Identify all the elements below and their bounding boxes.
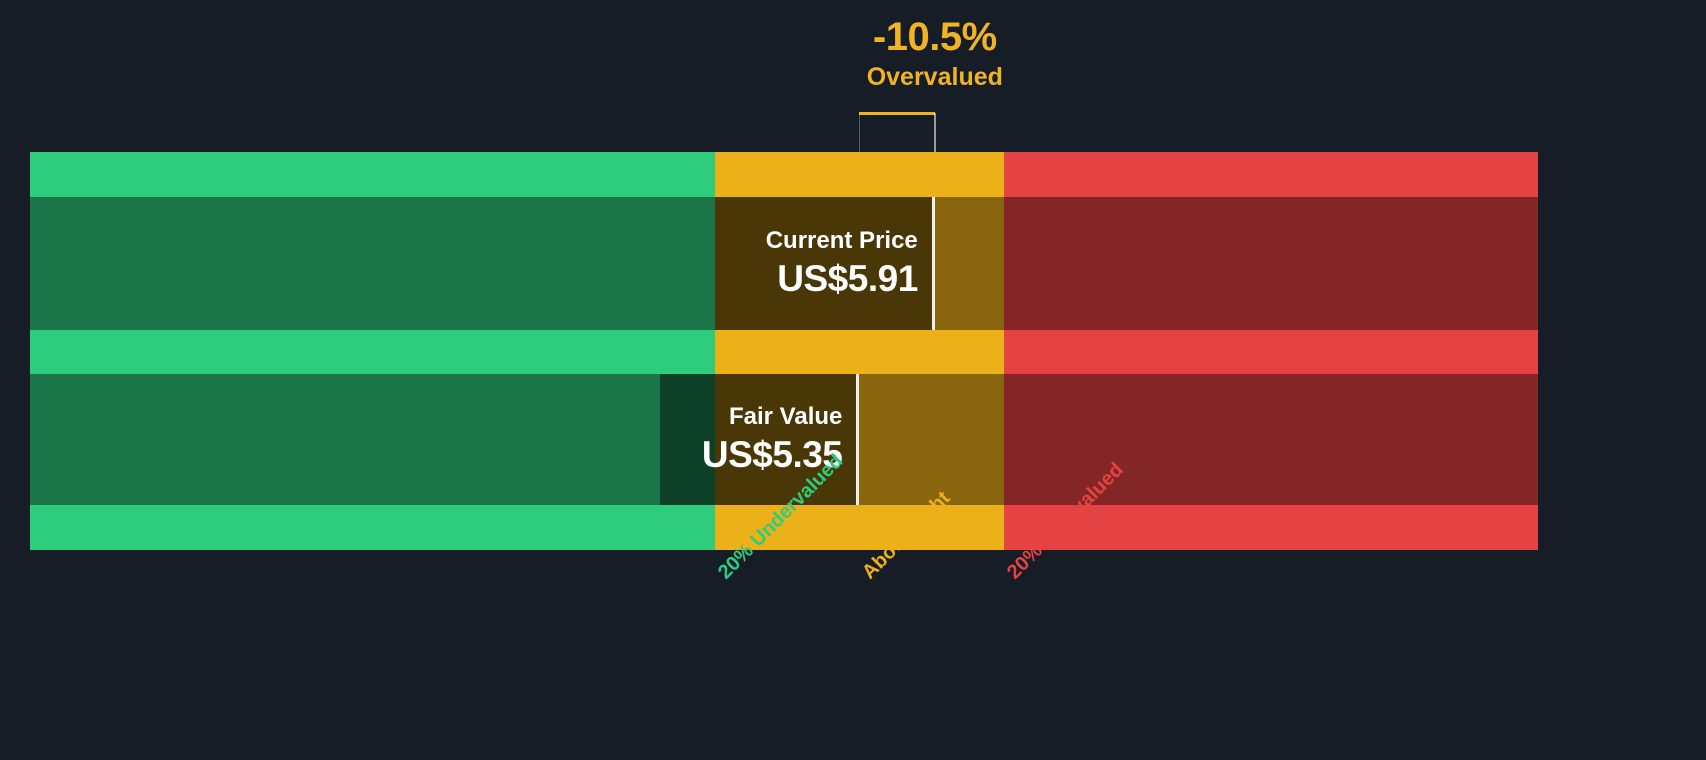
chart-row-shade-upper (30, 197, 1538, 330)
chart-plot-area (30, 152, 1538, 550)
fair-value-label: Fair Value (729, 402, 843, 430)
valuation-percent: -10.5% (872, 15, 997, 59)
zone-about-right (714, 152, 1005, 550)
valuation-status: Overvalued (866, 63, 1003, 92)
zone-overvalued (1004, 152, 1538, 550)
current-price-box: Current Price US$5.91 (714, 197, 935, 330)
current-price-value: US$5.91 (777, 257, 918, 299)
fair-value-value: US$5.35 (701, 433, 843, 475)
current-price-marker-tick (859, 112, 935, 115)
zone-undervalued (30, 152, 715, 550)
chart-row-shade-lower (30, 374, 1538, 505)
fair-value-box: Fair Value US$5.35 (659, 374, 860, 505)
current-price-label: Current Price (765, 226, 918, 254)
